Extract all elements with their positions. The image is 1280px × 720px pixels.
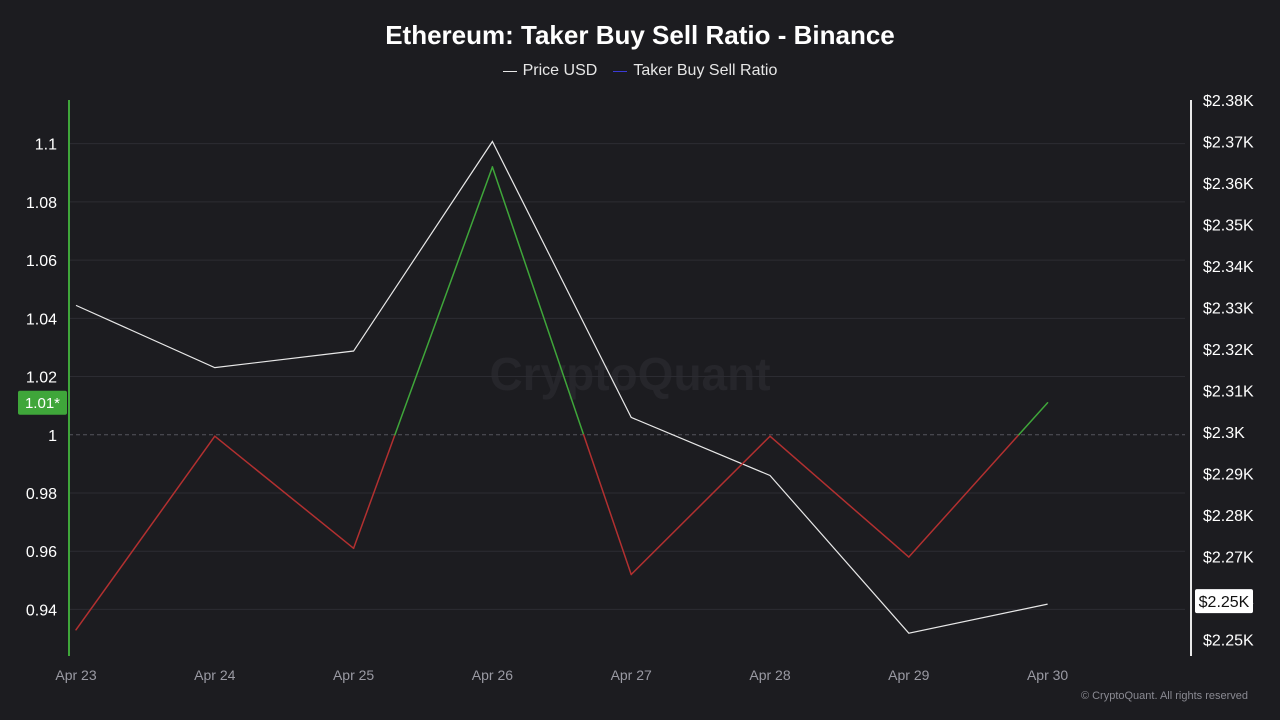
price-usd-line bbox=[75, 140, 1048, 634]
copyright-text: © CryptoQuant. All rights reserved bbox=[1080, 690, 1248, 702]
left-tick-label: 1.04 bbox=[26, 311, 57, 328]
left-tick-label: 1 bbox=[48, 428, 57, 445]
ratio-line-segment bbox=[769, 435, 910, 558]
legend-swatch-price bbox=[502, 70, 517, 72]
ratio-line-segment bbox=[908, 434, 1020, 558]
right-tick-label: $2.34K bbox=[1203, 259, 1254, 276]
ratio-line-segment bbox=[394, 166, 494, 436]
ratio-line-segment bbox=[491, 166, 585, 436]
current-price-label: $2.25K bbox=[1199, 594, 1250, 611]
left-tick-label: 1.06 bbox=[26, 253, 57, 270]
right-tick-label: $2.33K bbox=[1203, 300, 1254, 317]
ratio-line-segment bbox=[630, 435, 771, 576]
left-tick-label: 1.08 bbox=[26, 195, 57, 212]
legend-swatch-ratio bbox=[613, 70, 628, 72]
right-tick-label: $2.3K bbox=[1203, 425, 1245, 442]
right-tick-label: $2.37K bbox=[1203, 134, 1254, 151]
right-tick-label: $2.38K bbox=[1203, 93, 1254, 110]
x-tick-label: Apr 29 bbox=[888, 667, 929, 683]
left-tick-label: 0.98 bbox=[26, 486, 57, 503]
current-price-badge bbox=[1195, 589, 1253, 614]
ratio-line-segment bbox=[75, 435, 216, 631]
legend-label-ratio: Taker Buy Sell Ratio bbox=[633, 62, 778, 79]
left-tick-label: 0.96 bbox=[26, 544, 57, 561]
x-tick-label: Apr 28 bbox=[749, 667, 790, 683]
x-tick-label: Apr 27 bbox=[611, 667, 652, 683]
right-tick-label: $2.29K bbox=[1203, 466, 1254, 483]
current-ratio-badge bbox=[18, 390, 67, 415]
right-tick-label: $2.28K bbox=[1203, 508, 1254, 525]
right-tick-label: $2.25K bbox=[1203, 632, 1254, 649]
ratio-line-segment bbox=[1018, 401, 1049, 436]
right-tick-label: $2.35K bbox=[1203, 217, 1254, 234]
left-tick-label: 0.94 bbox=[26, 602, 57, 619]
x-tick-label: Apr 25 bbox=[333, 667, 374, 683]
chart-legend: Price USD Taker Buy Sell Ratio bbox=[0, 62, 1280, 80]
right-tick-label: $2.32K bbox=[1203, 342, 1254, 359]
ratio-line-segment bbox=[214, 435, 355, 550]
x-tick-label: Apr 24 bbox=[194, 667, 235, 683]
x-tick-label: Apr 23 bbox=[55, 667, 96, 683]
chart-title: Ethereum: Taker Buy Sell Ratio - Binance bbox=[385, 20, 895, 50]
right-tick-label: $2.27K bbox=[1203, 549, 1254, 566]
left-tick-label: 1.02 bbox=[26, 370, 57, 387]
watermark-text: CryptoQuant bbox=[489, 348, 770, 400]
ratio-line-segment bbox=[582, 434, 632, 576]
current-ratio-label: 1.01* bbox=[25, 395, 60, 412]
left-tick-label: 1.1 bbox=[35, 137, 57, 154]
right-tick-label: $2.31K bbox=[1203, 383, 1254, 400]
x-tick-label: Apr 26 bbox=[472, 667, 513, 683]
ratio-line-segment bbox=[352, 434, 396, 550]
legend-item-ratio[interactable]: Taker Buy Sell Ratio bbox=[613, 62, 777, 80]
x-tick-label: Apr 30 bbox=[1027, 667, 1068, 683]
legend-item-price[interactable]: Price USD bbox=[502, 62, 598, 80]
right-tick-label: $2.36K bbox=[1203, 176, 1254, 193]
legend-label-price: Price USD bbox=[522, 62, 598, 79]
